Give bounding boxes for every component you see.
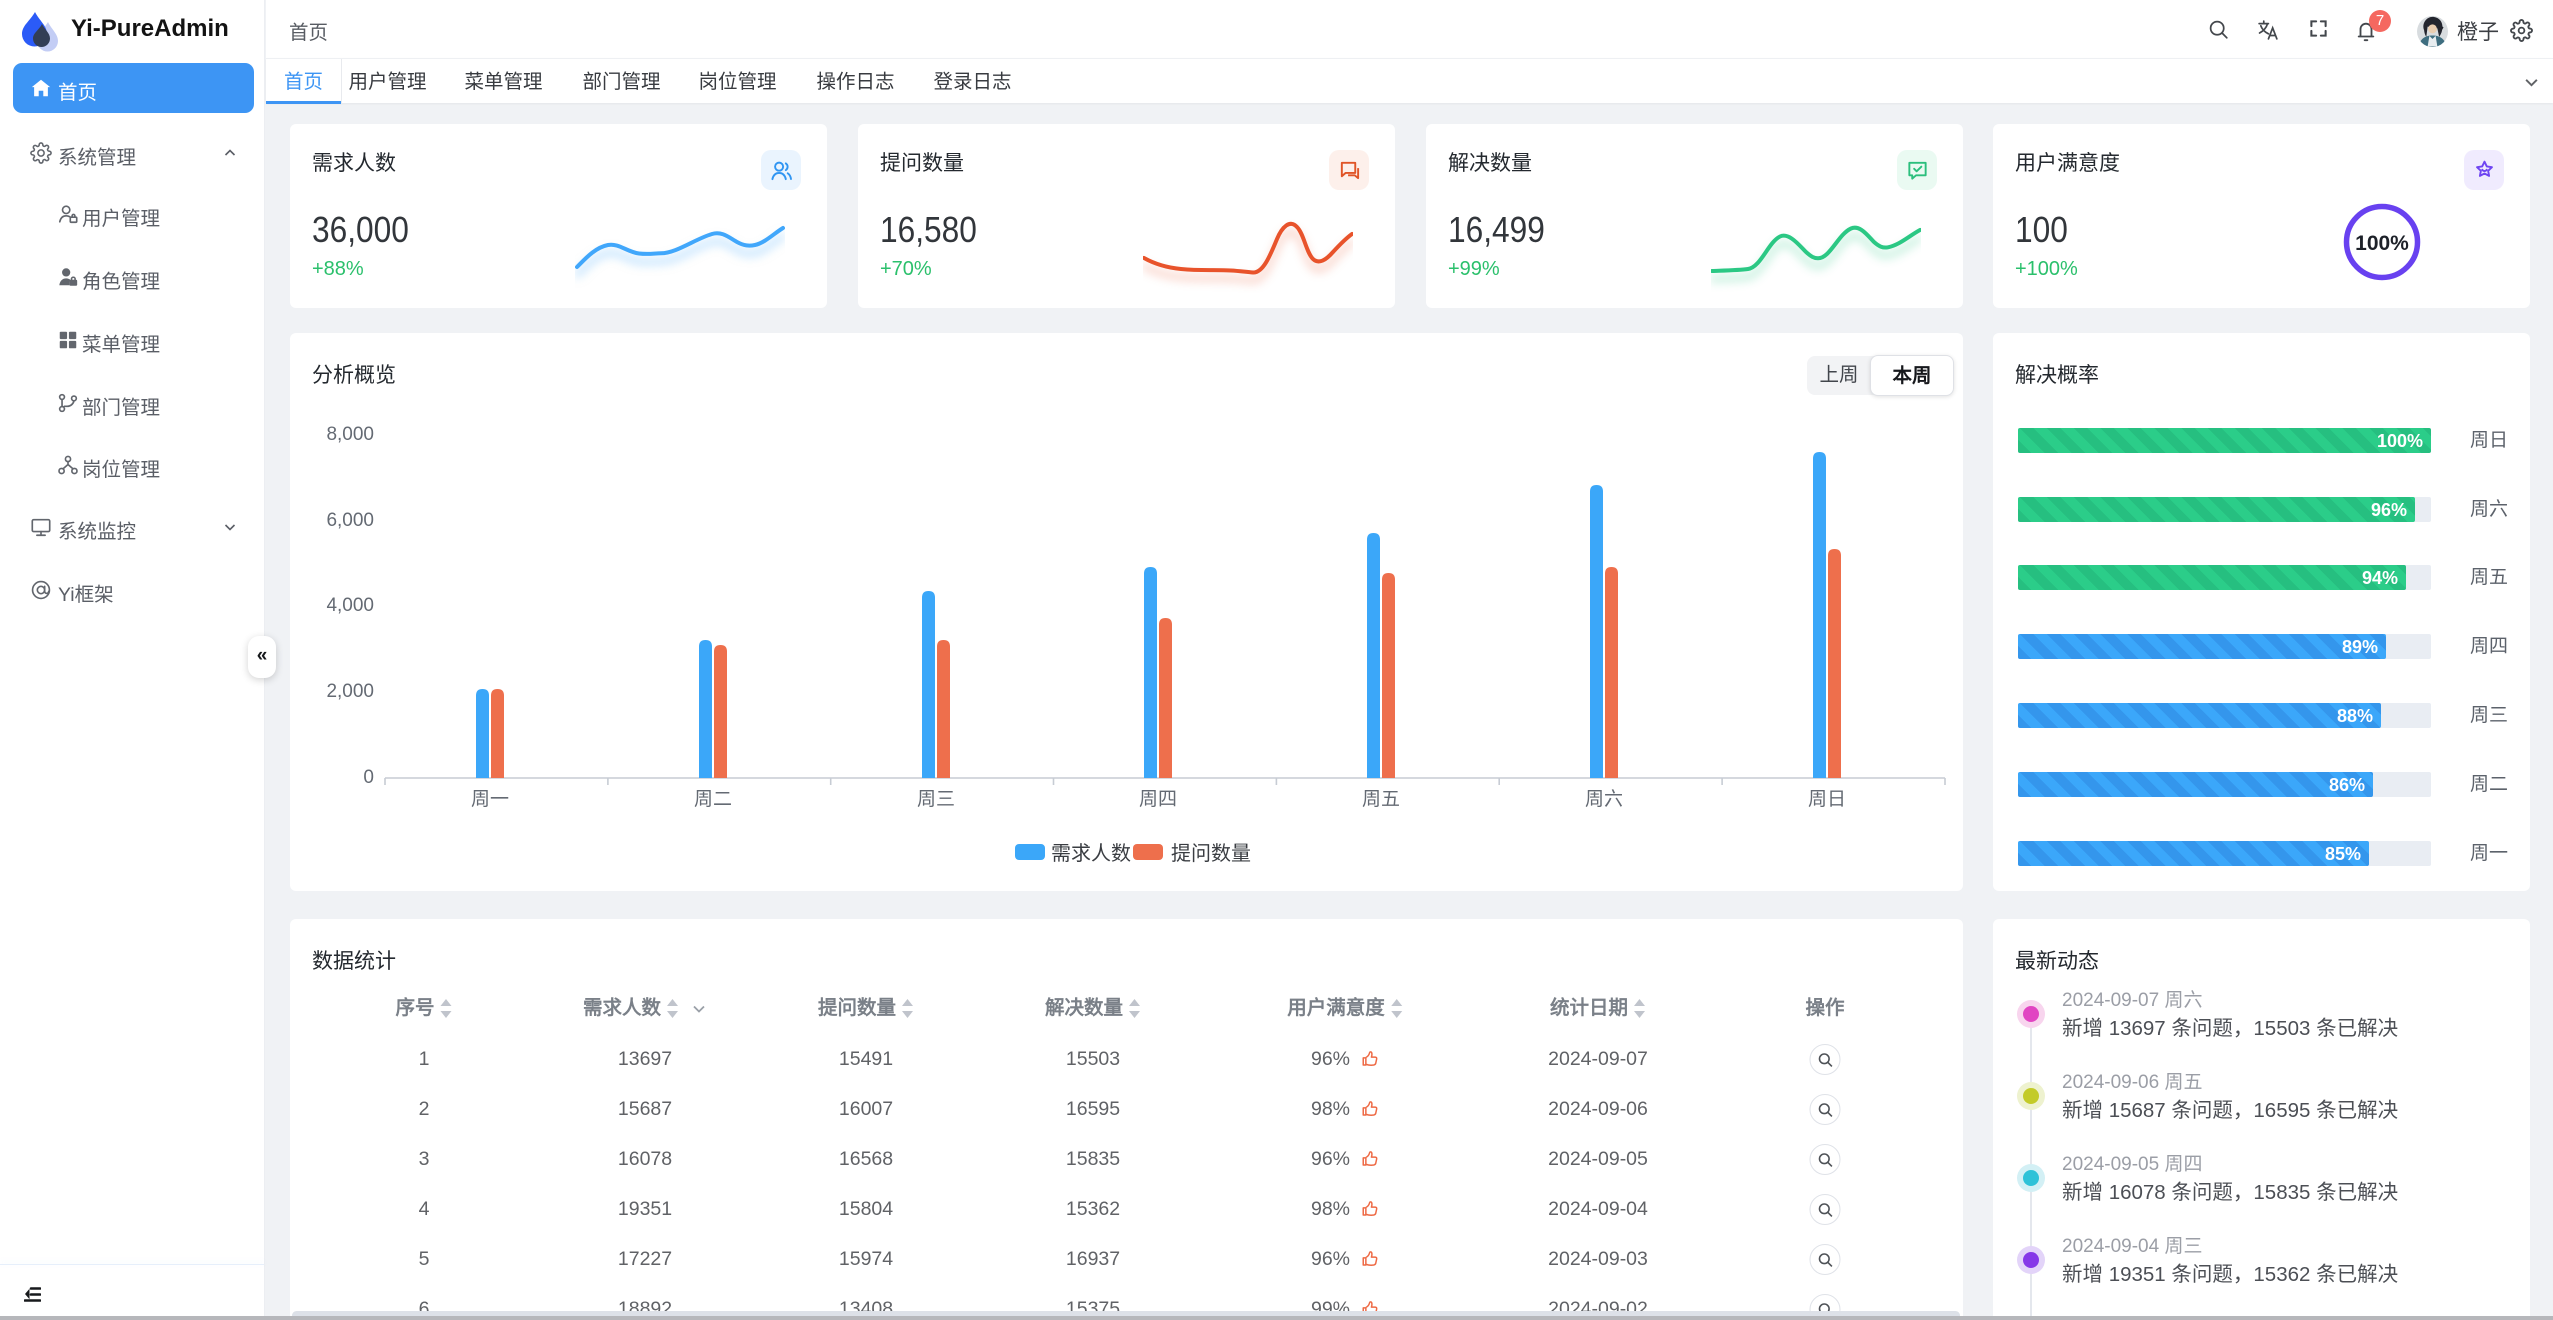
svg-text:100%: 100% [2355,232,2409,255]
svg-text:周四: 周四 [1139,789,1177,810]
svg-text:0: 0 [363,767,374,788]
svg-text:周一: 周一 [471,789,509,810]
svg-text:周三: 周三 [917,789,955,810]
svg-text:周五: 周五 [1362,789,1400,810]
svg-text:周二: 周二 [694,789,732,810]
svg-text:2,000: 2,000 [326,681,374,702]
svg-text:6,000: 6,000 [326,510,374,531]
svg-text:周六: 周六 [1585,788,1623,810]
svg-text:周日: 周日 [1808,789,1846,810]
svg-text:需求人数: 需求人数 [1051,842,1131,865]
svg-text:4,000: 4,000 [326,595,374,616]
svg-text:提问数量: 提问数量 [1171,842,1251,865]
svg-text:8,000: 8,000 [326,424,374,445]
